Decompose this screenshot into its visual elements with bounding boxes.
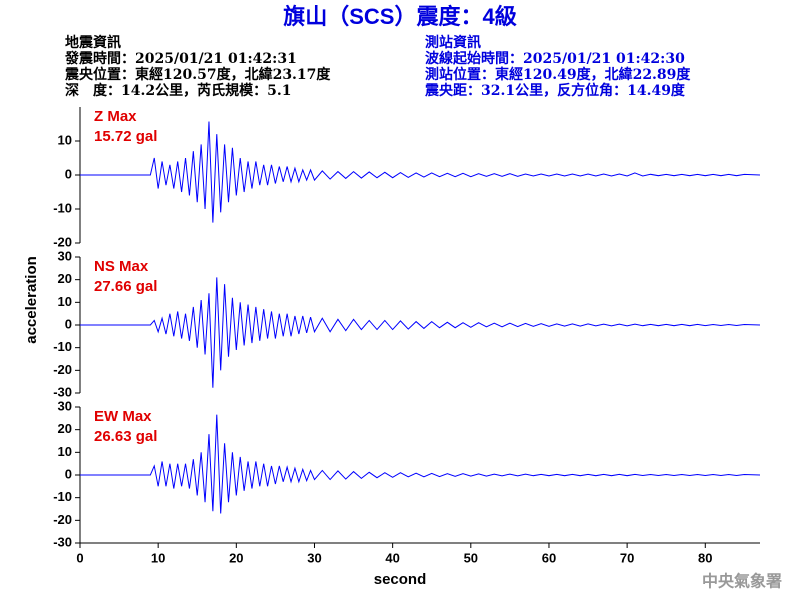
y-tick-label: -20 xyxy=(53,512,72,527)
event-info: 地震資訊 xyxy=(65,34,121,51)
station-info: 波線起始時間：2025/01/21 01:42:30 xyxy=(425,50,685,67)
max-annotation: Z Max xyxy=(94,108,137,125)
y-tick-label: -30 xyxy=(53,534,72,549)
y-tick-label: -10 xyxy=(53,339,72,354)
x-tick-label: 40 xyxy=(385,550,399,565)
x-tick-label: 80 xyxy=(698,550,712,565)
event-info: 深 度：14.2公里，芮氏規模：5.1 xyxy=(65,82,291,99)
y-tick-label: 10 xyxy=(58,132,72,147)
x-tick-label: 30 xyxy=(307,550,321,565)
y-tick-label: 20 xyxy=(58,421,72,436)
y-tick-label: 0 xyxy=(65,316,72,331)
max-annotation: NS Max xyxy=(94,258,149,275)
x-tick-label: 10 xyxy=(151,550,165,565)
x-tick-label: 20 xyxy=(229,550,243,565)
y-tick-label: 20 xyxy=(58,271,72,286)
x-tick-label: 0 xyxy=(76,550,83,565)
y-tick-label: -30 xyxy=(53,384,72,399)
waveform xyxy=(80,121,761,223)
y-tick-label: 30 xyxy=(58,248,72,263)
x-tick-label: 50 xyxy=(464,550,478,565)
y-axis-label: acceleration xyxy=(23,256,40,344)
y-tick-label: 0 xyxy=(65,166,72,181)
y-tick-label: 10 xyxy=(58,294,72,309)
y-tick-label: -10 xyxy=(53,489,72,504)
event-info: 震央位置：東經120.57度，北緯23.17度 xyxy=(64,66,331,83)
station-info: 測站資訊 xyxy=(425,34,481,51)
y-tick-label: 10 xyxy=(58,444,72,459)
x-tick-label: 70 xyxy=(620,550,634,565)
y-tick-label: 30 xyxy=(58,398,72,413)
page-title: 旗山（SCS）震度：4級 xyxy=(283,4,516,29)
max-annotation: 15.72 gal xyxy=(94,128,157,145)
y-tick-label: -20 xyxy=(53,362,72,377)
max-annotation: 26.63 gal xyxy=(94,428,157,445)
x-axis-label: second xyxy=(374,571,427,588)
y-tick-label: 0 xyxy=(65,466,72,481)
waveform xyxy=(80,414,761,514)
event-info: 發震時間：2025/01/21 01:42:31 xyxy=(64,50,297,67)
waveform xyxy=(80,277,761,388)
x-tick-label: 60 xyxy=(542,550,556,565)
y-tick-label: -20 xyxy=(53,234,72,249)
max-annotation: 27.66 gal xyxy=(94,278,157,295)
max-annotation: EW Max xyxy=(94,408,152,425)
station-info: 測站位置：東經120.49度，北緯22.89度 xyxy=(425,66,691,83)
footer-credit: 中央氣象署 xyxy=(702,572,782,591)
y-tick-label: -10 xyxy=(53,200,72,215)
station-info: 震央距：32.1公里，反方位角：14.49度 xyxy=(424,82,686,99)
